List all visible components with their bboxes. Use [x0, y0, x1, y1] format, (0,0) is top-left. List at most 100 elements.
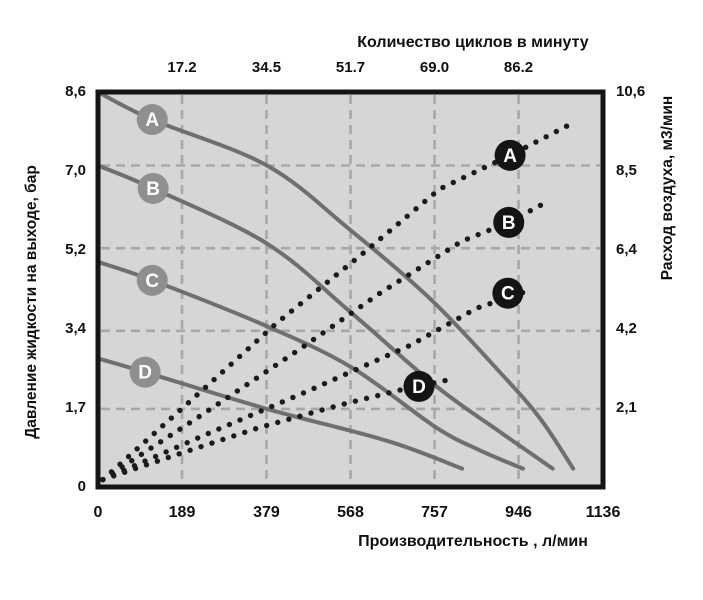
- dot: [446, 321, 452, 327]
- dot: [132, 465, 139, 472]
- y-tick-left-1,7: 1,7: [65, 399, 86, 416]
- dot: [369, 243, 375, 249]
- dotted-curve-D: [100, 377, 448, 483]
- dot: [129, 457, 135, 464]
- dot: [553, 128, 560, 135]
- dot: [198, 443, 204, 450]
- dot: [275, 419, 281, 426]
- x-tick-bottom-379: 379: [253, 504, 280, 521]
- dot: [440, 184, 446, 191]
- dot: [173, 444, 180, 450]
- y-tick-left-7,0: 7,0: [65, 162, 86, 179]
- solid-marker-B: [137, 172, 169, 204]
- dot: [406, 272, 412, 278]
- dot: [348, 310, 354, 316]
- dot: [269, 403, 275, 410]
- dot: [563, 123, 570, 129]
- dot: [537, 202, 544, 208]
- dot: [253, 375, 260, 381]
- y-tick-left-5,2: 5,2: [65, 241, 86, 258]
- dot: [291, 349, 298, 356]
- dot: [487, 300, 493, 307]
- dot: [300, 390, 307, 396]
- dot: [397, 387, 403, 393]
- dot: [413, 206, 419, 212]
- dot: [367, 297, 373, 303]
- dot: [415, 266, 422, 272]
- dot: [143, 462, 150, 468]
- dot: [475, 231, 481, 238]
- dot: [195, 435, 201, 441]
- dot: [450, 179, 456, 186]
- dot: [290, 394, 296, 401]
- dot: [376, 290, 383, 297]
- dot: [353, 366, 359, 373]
- dot: [320, 330, 326, 336]
- dot: [254, 338, 260, 344]
- x-tick-bottom-189: 189: [168, 504, 196, 521]
- dot: [404, 213, 410, 219]
- dot: [258, 408, 264, 414]
- dot: [154, 458, 161, 464]
- dot: [363, 362, 370, 368]
- dot: [396, 278, 402, 284]
- dotted-marker-A: [494, 139, 526, 171]
- dot: [187, 447, 193, 453]
- dot: [225, 394, 231, 401]
- plot-border: [95, 89, 606, 490]
- dot: [125, 453, 132, 460]
- dot: [206, 407, 212, 413]
- dot: [177, 426, 183, 432]
- dot: [216, 426, 222, 432]
- dot: [279, 315, 286, 321]
- x-tick-bottom-946: 946: [505, 504, 532, 521]
- dot: [288, 308, 295, 314]
- dot: [386, 284, 392, 290]
- y-tick-left-8,6: 8,6: [65, 83, 86, 100]
- dot: [360, 250, 366, 256]
- dot: [522, 144, 529, 151]
- dot: [272, 362, 279, 369]
- dot: [308, 410, 314, 416]
- dot: [220, 436, 226, 443]
- marker-letter: C: [145, 271, 159, 292]
- marker-letter: C: [501, 284, 515, 305]
- x-tick-bottom-757: 757: [421, 504, 448, 521]
- dot: [167, 432, 173, 439]
- solid-marker-C: [136, 264, 168, 296]
- dot: [339, 317, 345, 323]
- marker-letter: D: [412, 377, 426, 398]
- dot: [100, 476, 106, 483]
- dot: [271, 322, 277, 329]
- dot: [148, 445, 154, 451]
- dot: [315, 286, 322, 293]
- dot: [466, 309, 472, 316]
- dotted-marker-C: [492, 277, 524, 309]
- dot: [435, 253, 441, 260]
- dot: [177, 407, 183, 414]
- dot: [134, 446, 140, 452]
- dot: [160, 423, 166, 429]
- dot: [454, 241, 460, 247]
- x-tick-top-34.5: 34.5: [251, 59, 282, 76]
- dot: [430, 191, 437, 197]
- y-tick-left-3,4: 3,4: [65, 320, 86, 337]
- x-tick-bottom-568: 568: [337, 504, 364, 521]
- dot: [456, 315, 462, 321]
- dot: [152, 453, 159, 460]
- dot: [384, 352, 391, 359]
- dot: [176, 451, 182, 457]
- dot: [405, 343, 412, 349]
- dot: [425, 259, 431, 266]
- dot: [194, 392, 200, 398]
- dot: [228, 361, 234, 367]
- dot: [330, 404, 336, 410]
- solid-marker-D: [129, 356, 161, 388]
- dot: [341, 401, 347, 407]
- dot: [342, 371, 349, 377]
- dot: [310, 336, 317, 343]
- dot: [425, 332, 432, 338]
- dot: [460, 174, 467, 181]
- dot: [138, 451, 145, 458]
